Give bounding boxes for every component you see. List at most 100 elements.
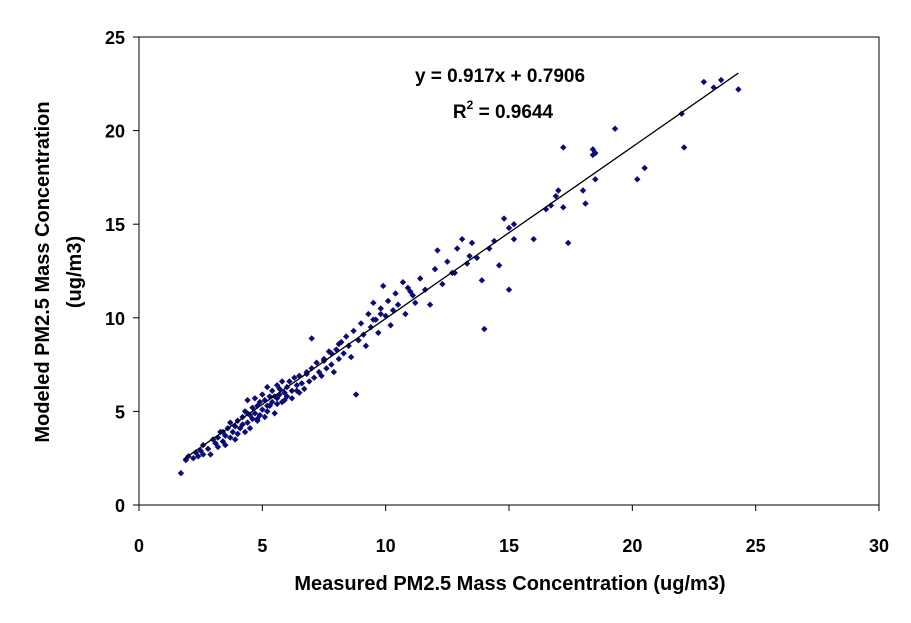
- data-point: [310, 374, 318, 381]
- data-point: [377, 305, 384, 312]
- data-point: [264, 408, 271, 415]
- data-point: [579, 187, 587, 194]
- data-point: [343, 333, 350, 340]
- x-tick-label: 0: [134, 536, 144, 556]
- data-point: [700, 78, 708, 86]
- x-tick-label: 15: [499, 536, 519, 556]
- data-point: [207, 451, 214, 458]
- data-point: [582, 200, 589, 207]
- data-point: [347, 353, 355, 361]
- data-point: [510, 235, 518, 243]
- data-point: [273, 400, 281, 408]
- data-point: [463, 260, 471, 267]
- data-point: [409, 292, 416, 299]
- data-point: [229, 428, 236, 436]
- plot-area: [138, 36, 880, 506]
- trendline-layer: [183, 72, 739, 460]
- data-point: [259, 406, 266, 413]
- data-point: [417, 275, 424, 282]
- data-point: [256, 398, 264, 406]
- data-point: [611, 125, 619, 132]
- data-point: [249, 404, 256, 411]
- data-point: [251, 395, 259, 402]
- data-point: [254, 415, 261, 423]
- data-point: [350, 327, 357, 335]
- data-point: [244, 410, 251, 417]
- y-axis-title: Modeled PM2.5 Mass Concentration (ug/m3): [32, 101, 86, 442]
- data-point: [505, 286, 513, 293]
- data-point: [246, 425, 254, 432]
- plot-frame: [138, 36, 880, 506]
- x-tick-label: 10: [376, 536, 396, 556]
- data-point: [227, 434, 234, 441]
- x-tick-label: 20: [622, 536, 642, 556]
- data-point: [259, 391, 266, 398]
- data-point: [318, 372, 325, 380]
- data-point: [634, 176, 641, 183]
- data-point: [468, 239, 476, 247]
- y-tick-label: 15: [105, 215, 125, 235]
- data-point: [402, 310, 409, 318]
- data-point: [399, 279, 407, 286]
- data-point: [273, 395, 281, 402]
- data-point: [214, 443, 222, 451]
- data-point: [478, 277, 486, 284]
- r-squared-label: R2 = 0.9644: [453, 98, 554, 123]
- data-point: [394, 301, 402, 308]
- data-point: [589, 146, 597, 153]
- data-point: [323, 365, 330, 372]
- data-point: [565, 239, 572, 247]
- data-point: [481, 325, 488, 333]
- y-tick-label: 25: [105, 28, 125, 48]
- data-point: [454, 245, 461, 252]
- data-point: [313, 359, 320, 366]
- data-point: [717, 76, 725, 84]
- data-point: [234, 430, 241, 438]
- data-point: [301, 385, 308, 393]
- data-point: [362, 342, 370, 350]
- data-point: [444, 258, 451, 265]
- data-point: [204, 445, 212, 453]
- data-point: [264, 402, 271, 409]
- data-point: [293, 387, 301, 395]
- data-point: [264, 383, 271, 391]
- trendline: [183, 72, 739, 460]
- data-point: [592, 149, 599, 157]
- data-point: [367, 323, 375, 331]
- data-point: [560, 204, 567, 211]
- data-point: [291, 374, 298, 381]
- data-point: [412, 299, 419, 307]
- data-point: [335, 355, 342, 363]
- data-point: [261, 413, 268, 421]
- data-point: [375, 329, 382, 336]
- data-point: [439, 280, 446, 288]
- axis-ticks: 0 5 10 15 20 25 30 0 5 10 15 20 25: [105, 28, 889, 556]
- y-tick-label: 10: [105, 309, 125, 329]
- y-tick-label: 20: [105, 122, 125, 142]
- data-point: [380, 282, 387, 290]
- trendline-equation: y = 0.917x + 0.7906: [415, 66, 585, 87]
- data-point: [288, 387, 296, 395]
- data-point: [293, 381, 301, 389]
- y-tick-label: 0: [115, 496, 125, 516]
- data-point: [434, 247, 441, 254]
- data-point: [352, 391, 360, 398]
- data-point: [251, 410, 259, 417]
- data-point: [555, 187, 562, 194]
- data-point: [269, 387, 276, 395]
- data-point: [239, 421, 246, 428]
- data-point: [421, 286, 429, 293]
- data-point: [227, 419, 234, 426]
- x-tick-label: 5: [257, 536, 267, 556]
- data-point: [377, 310, 384, 318]
- data-point: [592, 176, 599, 183]
- data-point: [269, 398, 276, 406]
- data-points: [177, 76, 742, 477]
- y-tick-label: 5: [115, 402, 125, 422]
- data-point: [560, 144, 567, 151]
- y-axis-title-line-2: (ug/m3): [64, 236, 86, 308]
- data-point: [458, 235, 466, 243]
- data-point: [288, 395, 296, 402]
- data-point: [431, 265, 439, 273]
